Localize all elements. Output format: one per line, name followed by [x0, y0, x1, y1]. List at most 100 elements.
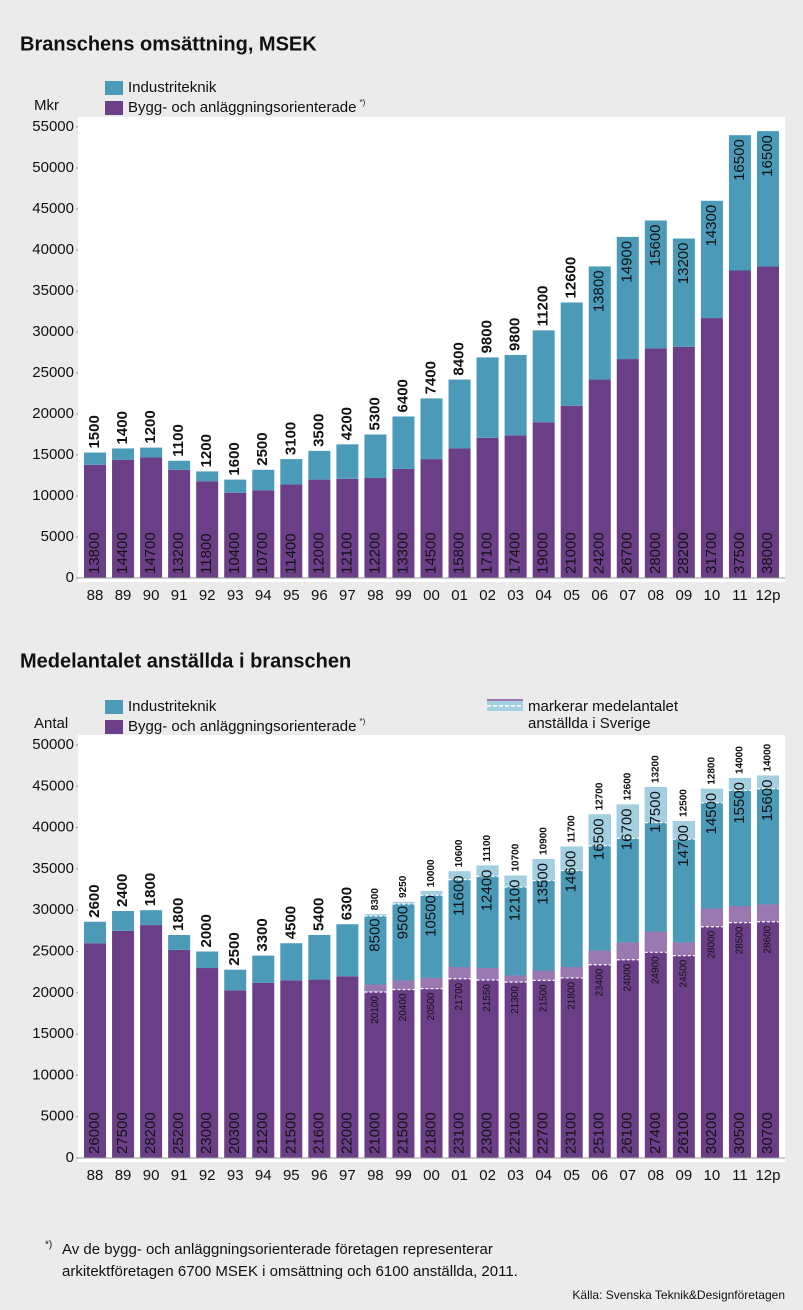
sverige-label: 23400: [594, 968, 605, 996]
bar-segment: [196, 471, 219, 482]
x-tick-label: 96: [311, 587, 328, 604]
value-label: 21000: [366, 1112, 383, 1154]
bar-segment: [392, 901, 415, 981]
x-tick-label: 09: [676, 1167, 693, 1184]
sverige-band: [560, 846, 583, 871]
value-label: 12100: [507, 880, 524, 922]
x-tick-label: 10: [704, 1167, 721, 1184]
bar-segment: [420, 891, 443, 978]
bar-segment: [84, 464, 107, 578]
value-label: 20300: [226, 1112, 243, 1154]
y-tick-label: 30000: [32, 323, 74, 340]
x-tick-label: 88: [87, 1167, 104, 1184]
x-tick-label: 07: [619, 1167, 636, 1184]
legend-swatch: [105, 720, 123, 734]
value-label: 2400: [114, 874, 131, 907]
value-label: 9500: [394, 906, 411, 939]
x-tick-label: 03: [507, 587, 524, 604]
bar-segment: [336, 444, 359, 479]
bar-segment: [672, 346, 695, 578]
x-tick-label: 99: [395, 587, 412, 604]
sverige-label: 11700: [566, 815, 577, 843]
sverige-label: 21550: [482, 984, 493, 1012]
value-label: 1800: [170, 898, 187, 931]
x-tick-label: 98: [367, 587, 384, 604]
sverige-label: 24500: [679, 959, 690, 987]
bar-segment: [644, 931, 667, 1158]
value-label: 30700: [759, 1112, 776, 1154]
bar-segment: [700, 200, 723, 319]
y-tick-label: 35000: [32, 860, 74, 877]
sverige-band: [700, 908, 723, 927]
y-tick-label: 10000: [32, 487, 74, 504]
value-label: 13800: [86, 532, 103, 574]
sverige-band: [644, 931, 667, 953]
value-label: 26100: [619, 1112, 636, 1154]
sverige-band: [756, 904, 779, 922]
x-tick-label: 97: [339, 587, 356, 604]
value-label: 4200: [338, 407, 355, 440]
value-label: 3500: [310, 414, 327, 447]
bar-segment: [504, 354, 527, 436]
bar-segment: [728, 270, 751, 578]
bar-segment: [84, 943, 107, 1158]
x-tick-label: 12p: [755, 1167, 780, 1184]
x-tick-label: 10: [704, 587, 721, 604]
bar-segment: [252, 982, 275, 1158]
value-label: 2500: [226, 932, 243, 965]
value-label: 23000: [198, 1112, 215, 1154]
value-label: 5300: [366, 397, 383, 430]
bar-segment: [448, 967, 471, 1158]
x-tick-label: 91: [171, 587, 188, 604]
value-label: 15600: [759, 780, 776, 822]
value-label: 5400: [310, 898, 327, 931]
bar-segment: [224, 492, 247, 578]
sverige-label: 10600: [454, 839, 465, 867]
value-label: 23000: [479, 1112, 496, 1154]
bar-segment: [616, 942, 639, 1158]
value-label: 21500: [394, 1112, 411, 1154]
sverige-label: 13200: [650, 755, 661, 783]
y-tick-label: 20000: [32, 984, 74, 1001]
x-tick-label: 06: [591, 1167, 608, 1184]
y-tick-label: 20000: [32, 405, 74, 422]
value-label: 10500: [422, 895, 439, 937]
bar-segment: [140, 925, 163, 1158]
bar-segment: [224, 990, 247, 1158]
sverige-label: 9250: [398, 875, 409, 898]
sverige-band: [532, 970, 555, 981]
bar-segment: [644, 787, 667, 932]
value-label: 26000: [86, 1112, 103, 1154]
value-label: 2000: [198, 914, 215, 947]
bar-segment: [140, 447, 163, 458]
value-label: 14500: [422, 532, 439, 574]
legend-label: anställda i Sverige: [528, 715, 651, 732]
value-label: 23100: [451, 1112, 468, 1154]
bar-segment: [448, 448, 471, 578]
value-label: 12400: [479, 870, 496, 912]
value-label: 10700: [254, 532, 271, 574]
value-label: 13200: [170, 532, 187, 574]
value-label: 11600: [451, 875, 468, 916]
value-label: 7400: [422, 361, 439, 394]
bar-segment: [280, 943, 303, 981]
x-tick-label: 00: [423, 587, 440, 604]
bar-segment: [112, 448, 135, 460]
y-tick-label: 55000: [32, 118, 74, 135]
value-label: 6400: [394, 379, 411, 412]
sverige-label: 21700: [454, 982, 465, 1010]
bar-segment: [308, 450, 331, 480]
bar-segment: [700, 318, 723, 578]
x-tick-label: 06: [591, 587, 608, 604]
bar-segment: [728, 135, 751, 271]
sverige-band: [476, 968, 499, 980]
x-tick-label: 95: [283, 1167, 300, 1184]
value-label: 27400: [647, 1112, 664, 1154]
sverige-label: 12500: [679, 789, 690, 817]
sverige-label: 8300: [370, 888, 381, 911]
bar-segment: [728, 906, 751, 1158]
y-tick-label: 50000: [32, 159, 74, 176]
sverige-label: 12600: [622, 772, 633, 800]
value-label: 1600: [226, 442, 243, 475]
